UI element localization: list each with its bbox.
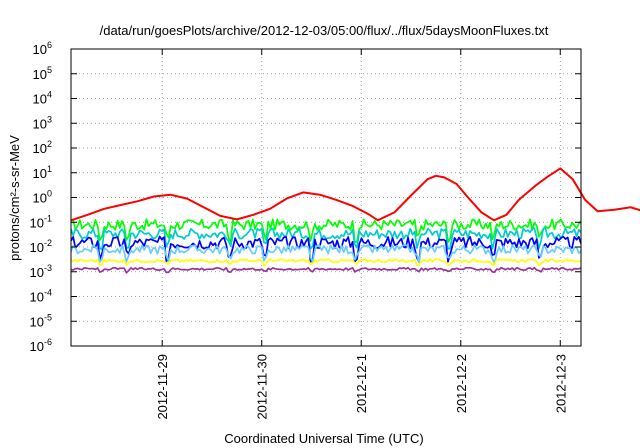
y-tick-label: 10-3 xyxy=(30,263,52,280)
y-tick-label: 103 xyxy=(33,114,52,131)
series-line xyxy=(70,167,640,222)
series-line xyxy=(70,266,582,274)
y-axis: 10-6 10-5 10-4 10-3 10-2 10-1 100 101 102 103 104 1… xyxy=(30,40,581,354)
grid-lines xyxy=(71,49,581,346)
series-line xyxy=(70,244,582,265)
series-line xyxy=(70,258,582,267)
y-tick-label: 104 xyxy=(33,90,52,107)
y-tick-label: 10-6 xyxy=(30,337,52,354)
series-line xyxy=(70,227,582,251)
y-tick-label: 10-2 xyxy=(30,238,52,255)
x-axis: 2012-11-29 2012-11-30 2012-12-1 2012-12-2 20… xyxy=(155,49,568,420)
x-tick-label: 2012-12-1 xyxy=(354,354,369,413)
series-group xyxy=(70,167,640,274)
y-axis-label: protons/cm²-s-sr-MeV xyxy=(7,135,22,261)
y-tick-label: 10-5 xyxy=(30,312,52,329)
series-line xyxy=(70,218,582,243)
x-tick-label: 2012-12-2 xyxy=(454,354,469,413)
x-tick-label: 2012-12-3 xyxy=(553,354,568,413)
x-axis-label: Coordinated Universal Time (UTC) xyxy=(224,431,423,446)
y-tick-label: 10-1 xyxy=(30,213,52,230)
y-tick-label: 101 xyxy=(33,164,52,181)
y-tick-label: 10-4 xyxy=(30,288,52,305)
chart-title: /data/run/goesPlots/archive/2012-12-03/0… xyxy=(100,23,549,38)
series-line xyxy=(70,235,582,263)
y-tick-label: 106 xyxy=(33,40,52,57)
y-tick-label: 105 xyxy=(33,65,52,82)
x-tick-label: 2012-11-29 xyxy=(155,354,170,420)
y-tick-label: 100 xyxy=(33,189,52,206)
y-tick-label: 102 xyxy=(33,139,52,156)
x-tick-label: 2012-11-30 xyxy=(255,354,270,420)
